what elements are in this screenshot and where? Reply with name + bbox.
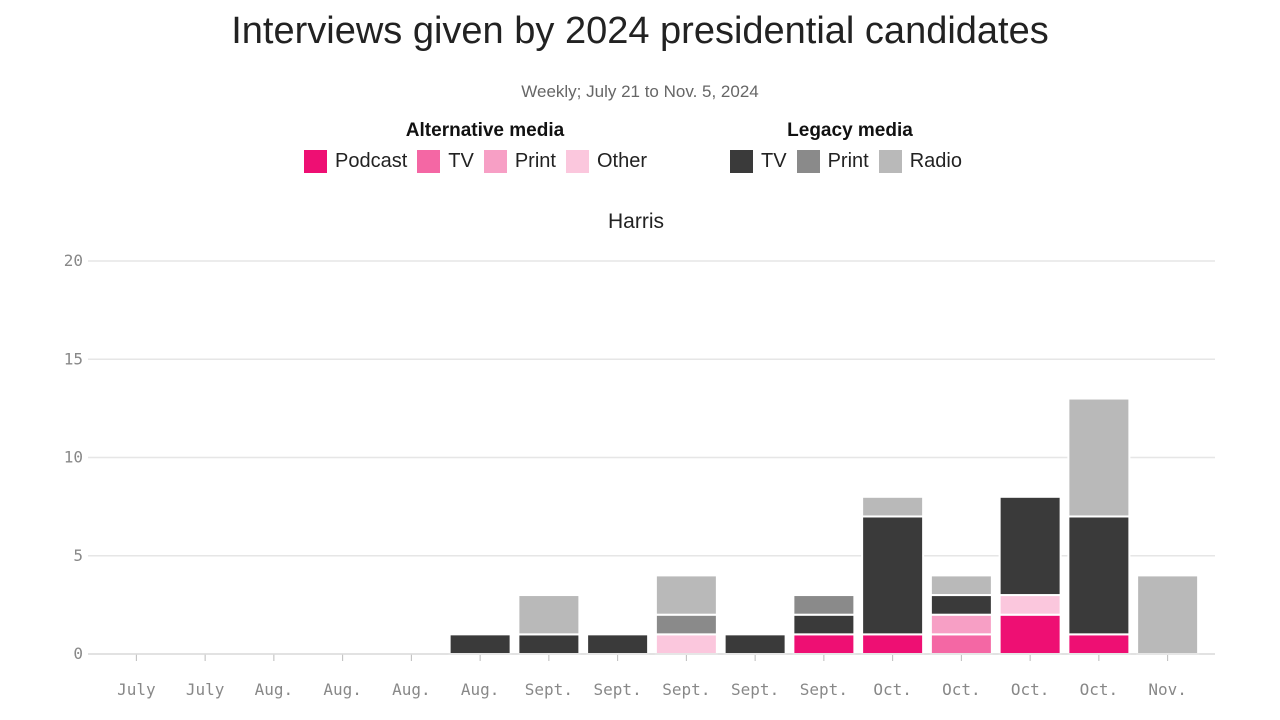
legend-swatch-legacy-print xyxy=(796,150,820,173)
bar-segment-leg_tv xyxy=(723,633,787,655)
legend-label-legacy-print: Print xyxy=(827,150,869,172)
y-tick-label: 20 xyxy=(64,251,83,270)
x-tick-label: Oct. xyxy=(1080,680,1119,699)
legend-label-legacy-tv: TV xyxy=(761,150,787,172)
y-tick-label: 5 xyxy=(73,546,83,565)
legend-swatch-legacy-radio xyxy=(878,150,902,173)
x-tick-label: July xyxy=(117,680,156,699)
x-tick-label: Sept. xyxy=(525,680,573,699)
legend-item-alt-tv: TV xyxy=(417,150,474,173)
legend-item-alt-podcast: Podcast xyxy=(304,150,407,173)
y-tick-label: 10 xyxy=(64,448,83,467)
legend-item-legacy-tv: TV xyxy=(730,150,787,173)
legend-swatch-alt-tv xyxy=(417,150,441,173)
legend-swatch-alt-print xyxy=(483,150,507,173)
legend-label-alt-print: Print xyxy=(514,150,556,172)
bar-segment-leg_tv xyxy=(586,633,650,655)
legend-label-alt-podcast: Podcast xyxy=(335,150,408,172)
x-tick-label: Aug. xyxy=(255,680,294,699)
bar-segment-leg_tv xyxy=(792,613,856,636)
x-tick-label: Oct. xyxy=(873,680,912,699)
bar-segment-alt_podcast xyxy=(1067,633,1131,655)
bar-segment-alt_podcast xyxy=(998,613,1062,656)
bar-segment-alt_print xyxy=(929,613,993,636)
legend-swatch-alt-other xyxy=(565,150,589,173)
x-tick-label: Nov. xyxy=(1148,680,1187,699)
legend-heading-legacy: Legacy media xyxy=(787,120,913,141)
legend-label-alt-other: Other xyxy=(596,150,647,172)
bar-segment-alt_other xyxy=(998,594,1062,616)
x-tick-label: Aug. xyxy=(461,680,500,699)
x-tick-label: Oct. xyxy=(1011,680,1050,699)
x-tick-label: Oct. xyxy=(942,680,981,699)
legend-alternative-media: Alternative media Podcast TV Print Other xyxy=(304,120,684,173)
bar-segment-leg_tv xyxy=(861,515,925,636)
legend-label-alt-tv: TV xyxy=(448,150,474,172)
legend-label-legacy-radio: Radio xyxy=(909,150,962,172)
legend-item-legacy-radio: Radio xyxy=(878,150,962,173)
x-tick-label: July xyxy=(186,680,225,699)
bar-segment-alt_other xyxy=(654,633,718,655)
legend-item-legacy-print: Print xyxy=(796,150,869,173)
legend-legacy-media: Legacy media TV Print Radio xyxy=(730,120,1010,173)
legend-heading-alternative: Alternative media xyxy=(405,120,565,141)
x-tick-label: Sept. xyxy=(594,680,642,699)
chart-title: Interviews given by 2024 presidential ca… xyxy=(231,10,1049,52)
bar-segment-leg_tv xyxy=(1067,515,1131,636)
bar-segment-leg_tv xyxy=(448,633,512,655)
x-tick-label: Aug. xyxy=(323,680,362,699)
bar-segment-leg_print xyxy=(792,594,856,616)
x-tick-label: Sept. xyxy=(731,680,779,699)
legend-swatch-alt-podcast xyxy=(304,150,327,173)
y-tick-label: 15 xyxy=(64,349,83,368)
legend-item-alt-other: Other xyxy=(565,150,647,173)
bar-segment-leg_radio xyxy=(929,574,993,597)
legend-swatch-legacy-tv xyxy=(730,150,753,173)
panel-title-harris: Harris xyxy=(608,210,664,233)
bar-segment-leg_radio xyxy=(861,495,925,518)
x-tick-label: Sept. xyxy=(800,680,848,699)
bar-segment-leg_tv xyxy=(517,633,581,655)
bar-segment-leg_radio xyxy=(517,594,581,636)
y-tick-label: 0 xyxy=(73,644,83,663)
bar-segment-alt_podcast xyxy=(792,633,856,655)
bar-segment-leg_radio xyxy=(1067,397,1131,518)
chart-subtitle: Weekly; July 21 to Nov. 5, 2024 xyxy=(521,82,759,101)
bar-segment-alt_podcast xyxy=(861,633,925,655)
x-tick-label: Sept. xyxy=(662,680,710,699)
x-tick-label: Aug. xyxy=(392,680,431,699)
legend-item-alt-print: Print xyxy=(483,150,556,173)
bar-segment-alt_tv xyxy=(929,633,993,655)
bar-segment-leg_radio xyxy=(654,574,718,616)
bar-segment-leg_print xyxy=(654,613,718,636)
bar-segment-leg_tv xyxy=(929,594,993,616)
bar-segment-leg_radio xyxy=(1136,574,1200,656)
bar-segment-leg_tv xyxy=(998,495,1062,597)
